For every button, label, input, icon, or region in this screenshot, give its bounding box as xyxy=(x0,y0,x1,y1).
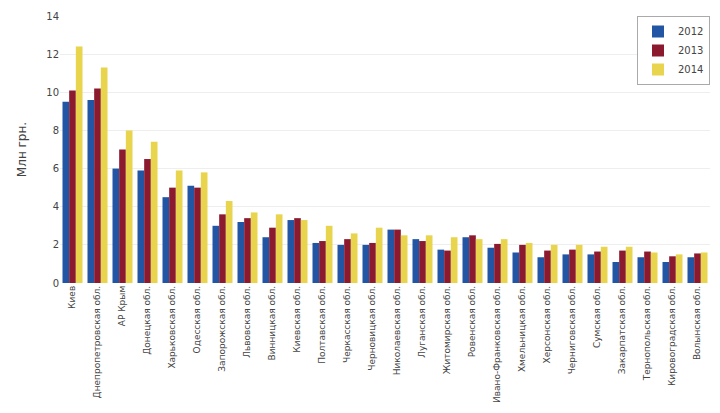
svg-text:14: 14 xyxy=(46,11,59,22)
svg-text:10: 10 xyxy=(46,87,59,98)
svg-text:Николаевская обл.: Николаевская обл. xyxy=(392,286,402,376)
svg-text:Киевская обл.: Киевская обл. xyxy=(292,286,302,353)
svg-text:Львовская обл.: Львовская обл. xyxy=(242,286,252,358)
svg-text:Винницкая обл.: Винницкая обл. xyxy=(267,286,277,361)
svg-text:4: 4 xyxy=(53,201,59,212)
svg-text:2012: 2012 xyxy=(678,26,703,37)
svg-text:2014: 2014 xyxy=(678,64,703,75)
svg-text:Харьковская обл.: Харьковская обл. xyxy=(167,286,177,369)
svg-text:Млн грн.: Млн грн. xyxy=(15,122,29,177)
svg-text:8: 8 xyxy=(53,125,59,136)
svg-text:Тернопольская обл.: Тернопольская обл. xyxy=(642,286,652,381)
svg-text:0: 0 xyxy=(53,278,59,289)
svg-text:Закарпатская обл.: Закарпатская обл. xyxy=(617,286,627,374)
svg-text:Ровенская обл.: Ровенская обл. xyxy=(467,286,477,358)
svg-text:Житомирская обл.: Житомирская обл. xyxy=(442,286,452,375)
svg-text:2: 2 xyxy=(53,239,59,250)
svg-text:Луганская обл.: Луганская обл. xyxy=(417,286,427,358)
svg-text:Донецкая обл.: Донецкая обл. xyxy=(142,286,152,355)
svg-text:Хмельницкая обл.: Хмельницкая обл. xyxy=(517,286,527,372)
svg-text:АР Крым: АР Крым xyxy=(117,286,127,326)
svg-text:Черниговская обл.: Черниговская обл. xyxy=(567,286,577,375)
svg-text:12: 12 xyxy=(46,49,59,60)
svg-text:Одесская обл.: Одесская обл. xyxy=(192,286,202,354)
svg-text:Ивано-Франковская обл.: Ивано-Франковская обл. xyxy=(492,286,502,403)
svg-text:Запорожская обл.: Запорожская обл. xyxy=(217,286,227,372)
svg-text:Черкасская обл.: Черкасская обл. xyxy=(342,286,352,363)
svg-text:Полтавская обл.: Полтавская обл. xyxy=(317,286,327,364)
svg-text:Черновицкая обл.: Черновицкая обл. xyxy=(367,286,377,371)
svg-text:2013: 2013 xyxy=(678,45,703,56)
svg-text:Днепропетровская обл.: Днепропетровская обл. xyxy=(92,286,102,399)
svg-text:6: 6 xyxy=(53,163,59,174)
svg-text:Сумская обл.: Сумская обл. xyxy=(592,286,602,348)
svg-text:Киев: Киев xyxy=(67,286,77,309)
svg-text:Кировоградская обл.: Кировоградская обл. xyxy=(667,286,677,386)
svg-text:Волынская обл.: Волынская обл. xyxy=(692,286,702,360)
svg-text:Херсонская обл.: Херсонская обл. xyxy=(542,286,552,364)
